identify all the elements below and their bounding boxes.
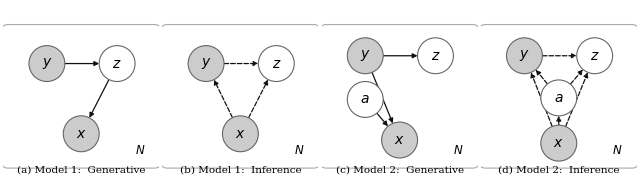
Circle shape bbox=[63, 116, 99, 152]
Circle shape bbox=[259, 46, 294, 82]
FancyBboxPatch shape bbox=[161, 25, 320, 168]
Text: $y$: $y$ bbox=[360, 48, 371, 63]
Text: $a$: $a$ bbox=[360, 92, 370, 106]
Text: $y$: $y$ bbox=[201, 56, 211, 71]
Circle shape bbox=[348, 82, 383, 117]
FancyBboxPatch shape bbox=[479, 25, 638, 168]
Circle shape bbox=[541, 125, 577, 161]
Circle shape bbox=[188, 46, 224, 82]
Circle shape bbox=[29, 46, 65, 82]
Circle shape bbox=[506, 38, 542, 74]
Text: (a) Model 1:  Generative: (a) Model 1: Generative bbox=[17, 165, 145, 174]
FancyBboxPatch shape bbox=[2, 25, 161, 168]
Circle shape bbox=[541, 80, 577, 116]
FancyBboxPatch shape bbox=[320, 25, 479, 168]
Text: $y$: $y$ bbox=[519, 48, 530, 63]
Circle shape bbox=[223, 116, 259, 152]
Text: $y$: $y$ bbox=[42, 56, 52, 71]
Text: $x$: $x$ bbox=[394, 133, 405, 147]
Circle shape bbox=[348, 38, 383, 74]
Text: $N$: $N$ bbox=[612, 144, 623, 157]
Text: $N$: $N$ bbox=[294, 144, 305, 157]
Text: $x$: $x$ bbox=[554, 136, 564, 150]
Text: $x$: $x$ bbox=[76, 127, 86, 141]
Text: (c) Model 2:  Generative: (c) Model 2: Generative bbox=[335, 165, 463, 174]
Text: $N$: $N$ bbox=[453, 144, 463, 157]
Text: $a$: $a$ bbox=[554, 91, 564, 105]
Text: $x$: $x$ bbox=[235, 127, 246, 141]
Text: $z$: $z$ bbox=[590, 49, 600, 63]
Text: (b) Model 1:  Inference: (b) Model 1: Inference bbox=[180, 165, 301, 174]
Text: $z$: $z$ bbox=[271, 57, 281, 71]
Circle shape bbox=[99, 46, 135, 82]
Text: $z$: $z$ bbox=[431, 49, 440, 63]
Text: $z$: $z$ bbox=[113, 57, 122, 71]
Text: $N$: $N$ bbox=[135, 144, 145, 157]
Circle shape bbox=[577, 38, 612, 74]
Circle shape bbox=[417, 38, 453, 74]
Circle shape bbox=[381, 122, 417, 158]
Text: (d) Model 2:  Inference: (d) Model 2: Inference bbox=[498, 165, 620, 174]
